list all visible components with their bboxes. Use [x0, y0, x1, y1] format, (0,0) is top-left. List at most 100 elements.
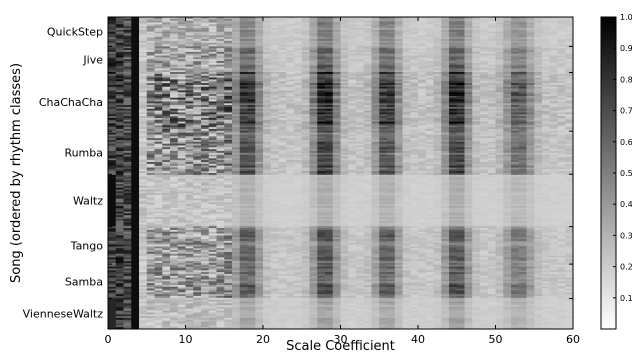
heatmap-cell [503, 94, 512, 97]
heatmap-cell [394, 70, 403, 73]
heatmap-cell [263, 18, 272, 22]
heatmap-cell [394, 81, 403, 84]
heatmap-cell [410, 29, 419, 33]
heatmap-cell [270, 141, 279, 145]
heatmap-cell [185, 165, 194, 168]
heatmap-cell [356, 134, 365, 137]
heatmap-cell [402, 62, 411, 66]
heatmap-cell [146, 105, 155, 108]
heatmap-cell [177, 86, 186, 89]
heatmap-cell [162, 64, 171, 67]
heatmap-cell [456, 84, 465, 88]
heatmap-cell [410, 22, 419, 25]
heatmap-cell [425, 167, 434, 170]
heatmap-cell [464, 105, 473, 108]
heatmap-cell [348, 101, 357, 104]
heatmap-cell [294, 42, 303, 45]
heatmap-cell [216, 149, 225, 152]
heatmap-cell [123, 33, 132, 36]
heatmap-cell [154, 112, 163, 115]
heatmap-cell [193, 18, 202, 22]
heatmap-cell [139, 127, 148, 130]
heatmap-cell [371, 68, 380, 71]
heatmap-cell [565, 37, 574, 40]
heatmap-cell [146, 72, 155, 75]
heatmap-cell [449, 161, 458, 165]
heatmap-cell [503, 75, 512, 78]
heatmap-cell [208, 72, 217, 75]
heatmap-cell [387, 127, 396, 130]
heatmap-cell [146, 88, 155, 91]
heatmap-cell [565, 112, 574, 115]
heatmap-cell [162, 138, 171, 141]
heatmap-cell [139, 83, 148, 86]
heatmap-cell [363, 77, 372, 80]
heatmap-cell [208, 143, 217, 146]
heatmap-cell [216, 64, 225, 67]
heatmap-cell [286, 108, 295, 111]
heatmap-cell [402, 106, 411, 110]
heatmap-cell [247, 99, 256, 102]
heatmap-cell [255, 70, 264, 73]
heatmap-cell [480, 72, 489, 75]
heatmap-cell [177, 83, 186, 86]
heatmap-cell [247, 68, 256, 71]
heatmap-cell [162, 33, 171, 36]
heatmap-cell [449, 68, 458, 71]
heatmap-cell [340, 57, 349, 60]
heatmap-cell [317, 73, 326, 77]
heatmap-cell [286, 84, 295, 88]
heatmap-cell [549, 18, 558, 22]
heatmap-cell [456, 88, 465, 91]
heatmap-cell [402, 154, 411, 157]
heatmap-cell [332, 167, 341, 170]
heatmap-cell [526, 24, 535, 27]
heatmap-cell [255, 123, 264, 126]
heatmap-cell [363, 73, 372, 77]
heatmap-cell [239, 70, 248, 73]
heatmap-cell [394, 94, 403, 97]
heatmap-cell [139, 110, 148, 113]
heatmap-cell [526, 33, 535, 36]
heatmap-cell [232, 22, 241, 25]
heatmap-cell [332, 101, 341, 104]
heatmap-cell [247, 86, 256, 89]
heatmap-cell [301, 103, 310, 106]
heatmap-cell [216, 81, 225, 84]
heatmap-cell [278, 127, 287, 130]
heatmap-cell [410, 119, 419, 123]
heatmap-cell [379, 42, 388, 45]
heatmap-cell [433, 125, 442, 128]
heatmap-cell [464, 40, 473, 44]
heatmap-cell [418, 77, 427, 80]
heatmap-cell [480, 33, 489, 36]
heatmap-cell [309, 117, 318, 121]
heatmap-cell [472, 128, 481, 132]
heatmap-cell [247, 81, 256, 84]
heatmap-cell [394, 57, 403, 60]
heatmap-cell [317, 66, 326, 69]
heatmap-cell [294, 70, 303, 73]
heatmap-cell [402, 139, 411, 143]
heatmap-cell [418, 127, 427, 130]
heatmap-cell [286, 150, 295, 154]
heatmap-cell [425, 88, 434, 91]
heatmap-cell [340, 121, 349, 124]
heatmap-cell [301, 132, 310, 135]
heatmap-cell [317, 92, 326, 95]
heatmap-cell [146, 48, 155, 51]
heatmap-cell [495, 147, 504, 150]
heatmap-cell [232, 18, 241, 22]
heatmap-cell [542, 37, 551, 40]
heatmap-cell [232, 53, 241, 56]
heatmap-cell [139, 24, 148, 27]
heatmap-cell [549, 81, 558, 84]
heatmap-cell [441, 26, 450, 29]
heatmap-cell [162, 31, 171, 34]
heatmap-cell [526, 103, 535, 106]
heatmap-cell [534, 24, 543, 27]
heatmap-cell [425, 138, 434, 141]
heatmap-cell [208, 40, 217, 44]
heatmap-cell [356, 123, 365, 126]
heatmap-cell [239, 149, 248, 152]
